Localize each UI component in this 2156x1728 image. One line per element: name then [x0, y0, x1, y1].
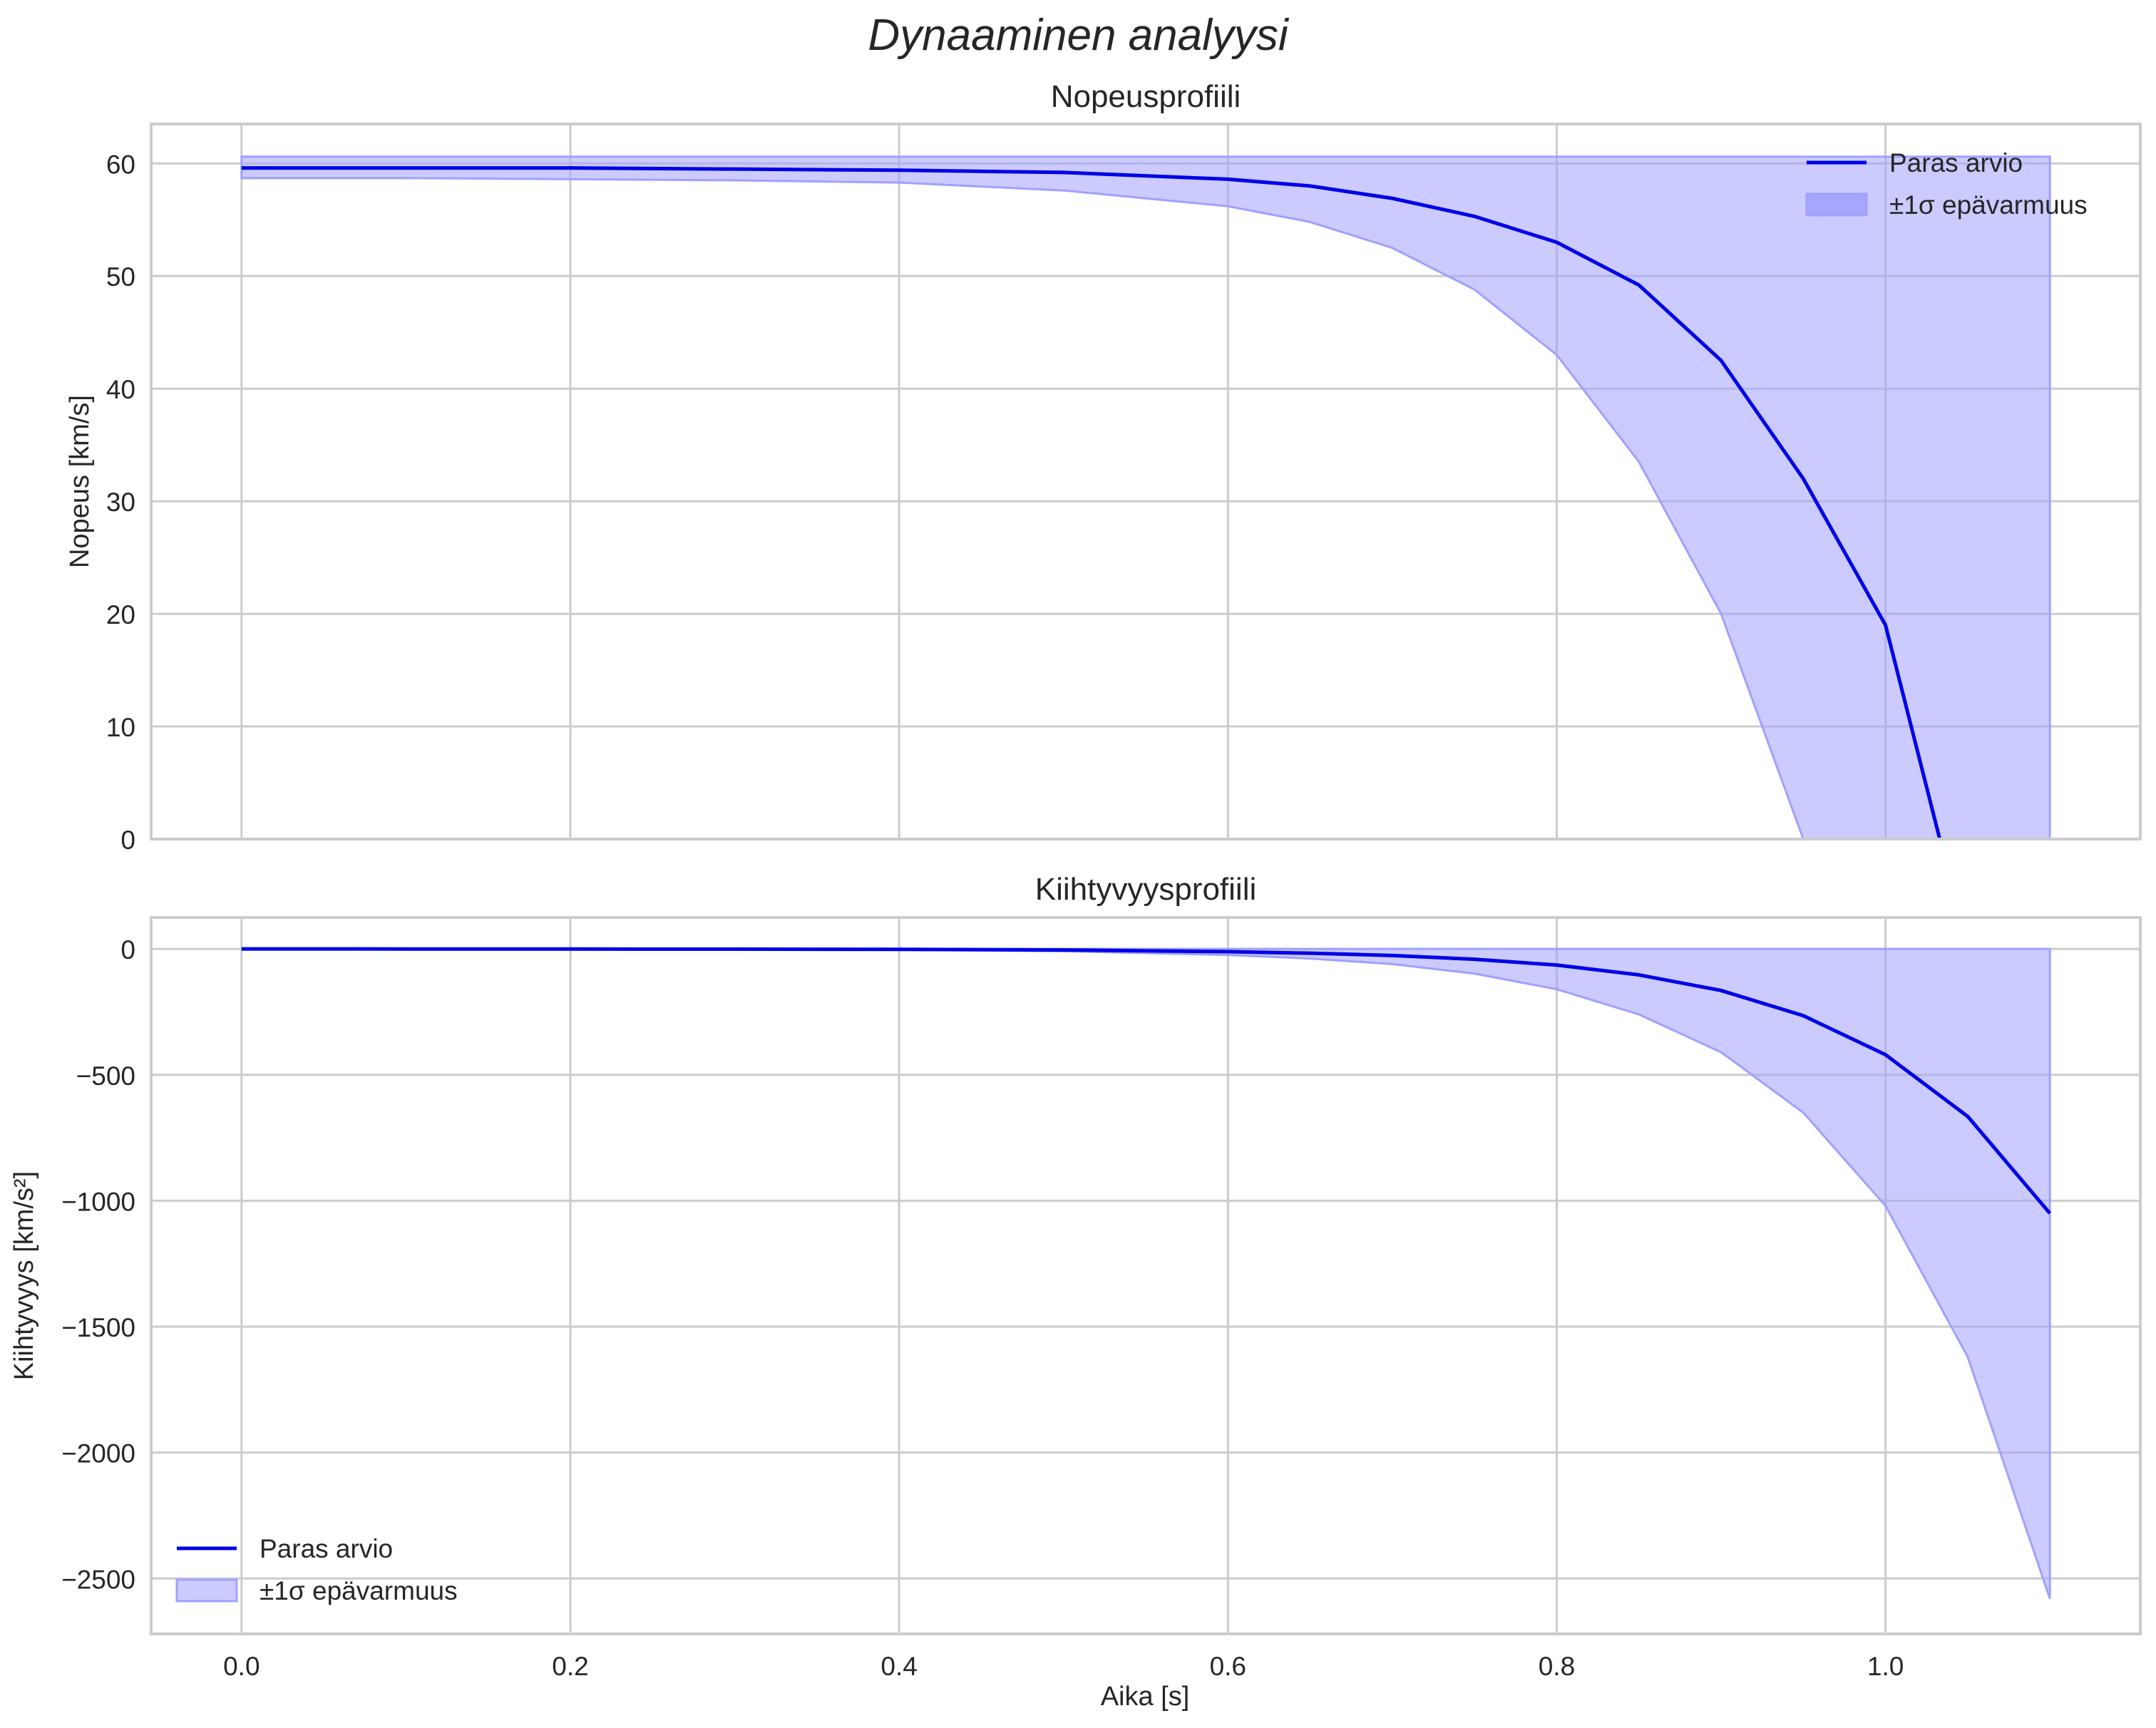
x-tick-label: 0.0	[223, 1652, 260, 1681]
y-tick-label: 30	[106, 488, 135, 517]
axes-title: Nopeusprofiili	[1051, 79, 1241, 114]
y-tick-label: −1500	[61, 1313, 135, 1342]
x-axis-label: Aika [s]	[1101, 1682, 1190, 1712]
y-tick-label: 60	[106, 150, 135, 179]
legend-band-icon	[1805, 192, 1868, 217]
acceleration-axes: Kiihtyvyysprofiili 0 −500 −1000 −1500 −2000 −2…	[9, 872, 2142, 1681]
y-axis-label: Kiihtyvyys [km/s²]	[9, 1171, 39, 1380]
x-tick-label: 1.0	[1867, 1652, 1904, 1681]
axes-title: Kiihtyvyysprofiili	[1035, 872, 1257, 907]
y-tick-label: 50	[106, 262, 135, 292]
legend-label: ±1σ epävarmuus	[260, 1576, 458, 1605]
legend: Paras arvio ±1σ epävarmuus	[1805, 148, 2088, 220]
y-tick-label: 40	[106, 375, 135, 404]
legend-band-icon	[175, 1578, 238, 1603]
best-estimate-line	[241, 947, 2052, 1215]
y-tick-label: 0	[120, 826, 135, 855]
figure-suptitle: Dynaaminen analyysi	[868, 11, 1290, 60]
y-tick-label: −2500	[61, 1565, 135, 1594]
y-tick-label: 20	[106, 600, 135, 629]
y-tick-label: −500	[76, 1061, 135, 1091]
legend-label: Paras arvio	[1889, 148, 2023, 178]
y-tick-label: −2000	[61, 1439, 135, 1469]
x-tick-label: 0.4	[881, 1652, 917, 1681]
uncertainty-band	[240, 155, 2051, 839]
axes-frame	[150, 123, 2142, 840]
best-estimate-line	[241, 166, 1942, 839]
uncertainty-band	[241, 947, 2051, 1600]
legend: Paras arvio ±1σ epävarmuus	[175, 1534, 458, 1605]
y-tick-label: −1000	[61, 1187, 135, 1216]
legend-label: Paras arvio	[260, 1534, 393, 1563]
axes-frame	[150, 916, 2142, 1635]
velocity-axes: Nopeusprofiili 0 10 20 30 40 50 60 Nopeus [km/s]…	[65, 79, 2142, 855]
y-axis-label: Nopeus [km/s]	[65, 395, 95, 568]
y-tick-label: 10	[106, 713, 135, 742]
y-tick-label: 0	[120, 935, 135, 965]
x-tick-label: 0.8	[1539, 1652, 1575, 1681]
x-tick-label: 0.2	[552, 1652, 588, 1681]
legend-label: ±1σ epävarmuus	[1889, 190, 2088, 220]
x-tick-label: 0.6	[1210, 1652, 1246, 1681]
